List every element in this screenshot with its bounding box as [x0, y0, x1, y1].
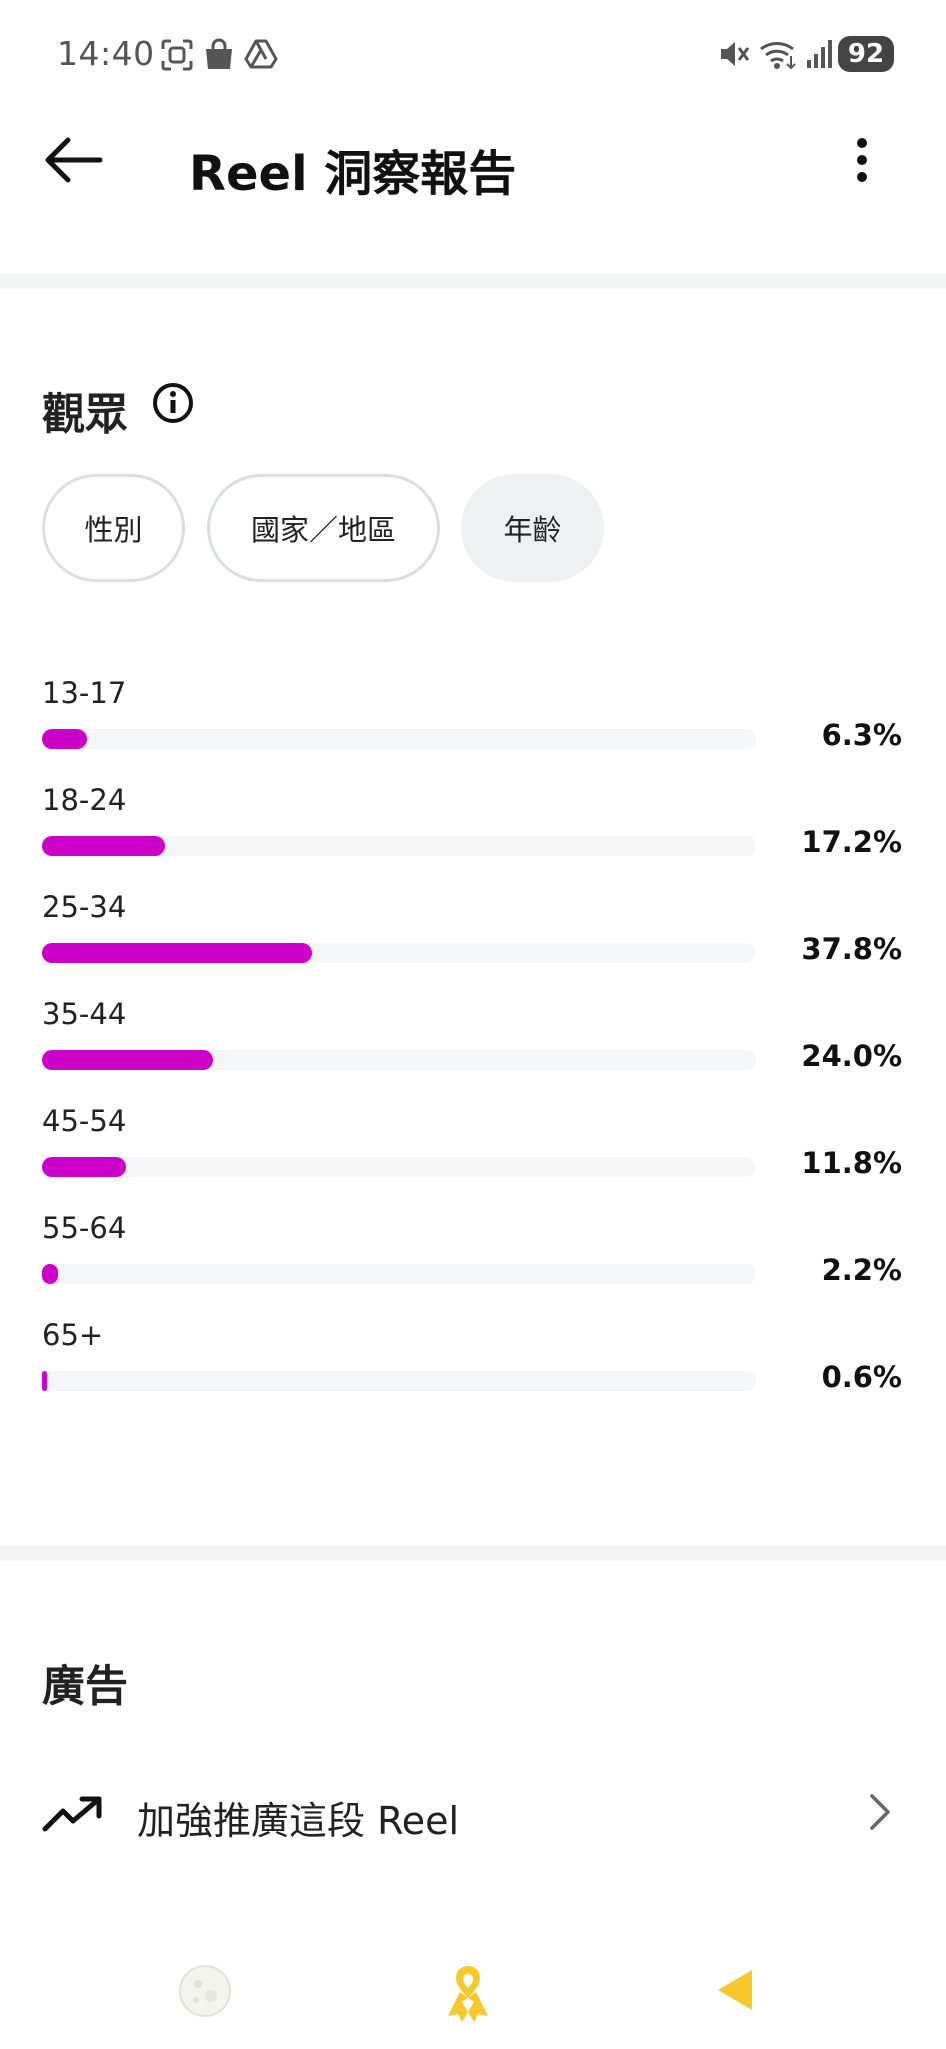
age-value-3: 24.0% — [801, 1039, 902, 1073]
age-bar-track-3 — [42, 1050, 756, 1070]
tab-gender[interactable]: 性別 — [42, 474, 185, 582]
section-divider — [0, 274, 946, 289]
age-value-2: 37.8% — [801, 932, 902, 966]
promote-reel-label: 加強推廣這段 Reel — [137, 1799, 460, 1843]
age-bar-4 — [42, 1157, 127, 1177]
mute-icon — [721, 42, 750, 66]
chevron-right-icon — [870, 1794, 890, 1830]
ads-title: 廣告 — [42, 1662, 128, 1712]
battery-level: 92 — [847, 39, 885, 69]
audience-title: 觀眾 — [42, 390, 128, 440]
age-label-1: 18-24 — [42, 783, 127, 817]
tab-age-label: 年齡 — [503, 513, 562, 547]
age-bar-1 — [42, 836, 165, 856]
status-time: 14:40 — [57, 34, 155, 73]
age-bar-5 — [42, 1264, 58, 1284]
age-value-1: 17.2% — [801, 825, 902, 859]
age-bar-2 — [42, 943, 312, 963]
age-label-3: 35-44 — [42, 997, 127, 1031]
drive-icon — [244, 39, 278, 69]
age-bar-6 — [42, 1371, 47, 1391]
promote-reel-row[interactable]: 加強推廣這段 Reel — [0, 1748, 946, 1878]
age-bar-track-5 — [42, 1264, 756, 1284]
tab-country-region[interactable]: 國家／地區 — [207, 474, 440, 582]
ribbon-icon[interactable] — [444, 1962, 492, 2022]
age-bar-0 — [42, 729, 87, 749]
age-label-5: 55-64 — [42, 1211, 127, 1245]
moon-icon[interactable] — [178, 1964, 232, 2018]
age-label-6: 65+ — [42, 1318, 104, 1352]
age-value-6: 0.6% — [821, 1360, 902, 1394]
age-label-4: 45-54 — [42, 1104, 127, 1138]
age-label-2: 25-34 — [42, 890, 127, 924]
back-arrow-icon[interactable] — [42, 135, 104, 185]
age-bar-3 — [42, 1050, 214, 1070]
section-divider-2 — [0, 1546, 946, 1561]
age-label-0: 13-17 — [42, 676, 127, 710]
age-bar-track-0 — [42, 729, 756, 749]
shopping-bag-icon — [206, 38, 232, 69]
wifi-icon — [760, 42, 796, 70]
age-bar-track-4 — [42, 1157, 756, 1177]
back-triangle-icon[interactable] — [714, 1966, 754, 2014]
trending-up-icon — [42, 1796, 102, 1832]
age-bar-track-6 — [42, 1371, 756, 1391]
age-value-5: 2.2% — [821, 1253, 902, 1287]
info-icon[interactable] — [152, 382, 194, 424]
screenshot-icon — [161, 39, 193, 71]
age-bar-track-2 — [42, 943, 756, 963]
more-vertical-icon[interactable] — [848, 136, 876, 184]
tab-age[interactable]: 年齡 — [461, 474, 604, 582]
battery-icon: 92 — [838, 36, 894, 72]
age-value-0: 6.3% — [821, 718, 902, 752]
signal-icon — [807, 40, 832, 68]
tab-gender-label: 性別 — [84, 513, 143, 547]
tab-country-region-label: 國家／地區 — [250, 513, 396, 547]
age-value-4: 11.8% — [801, 1146, 902, 1180]
age-bar-track-1 — [42, 836, 756, 856]
page-title: Reel 洞察報告 — [189, 146, 517, 202]
